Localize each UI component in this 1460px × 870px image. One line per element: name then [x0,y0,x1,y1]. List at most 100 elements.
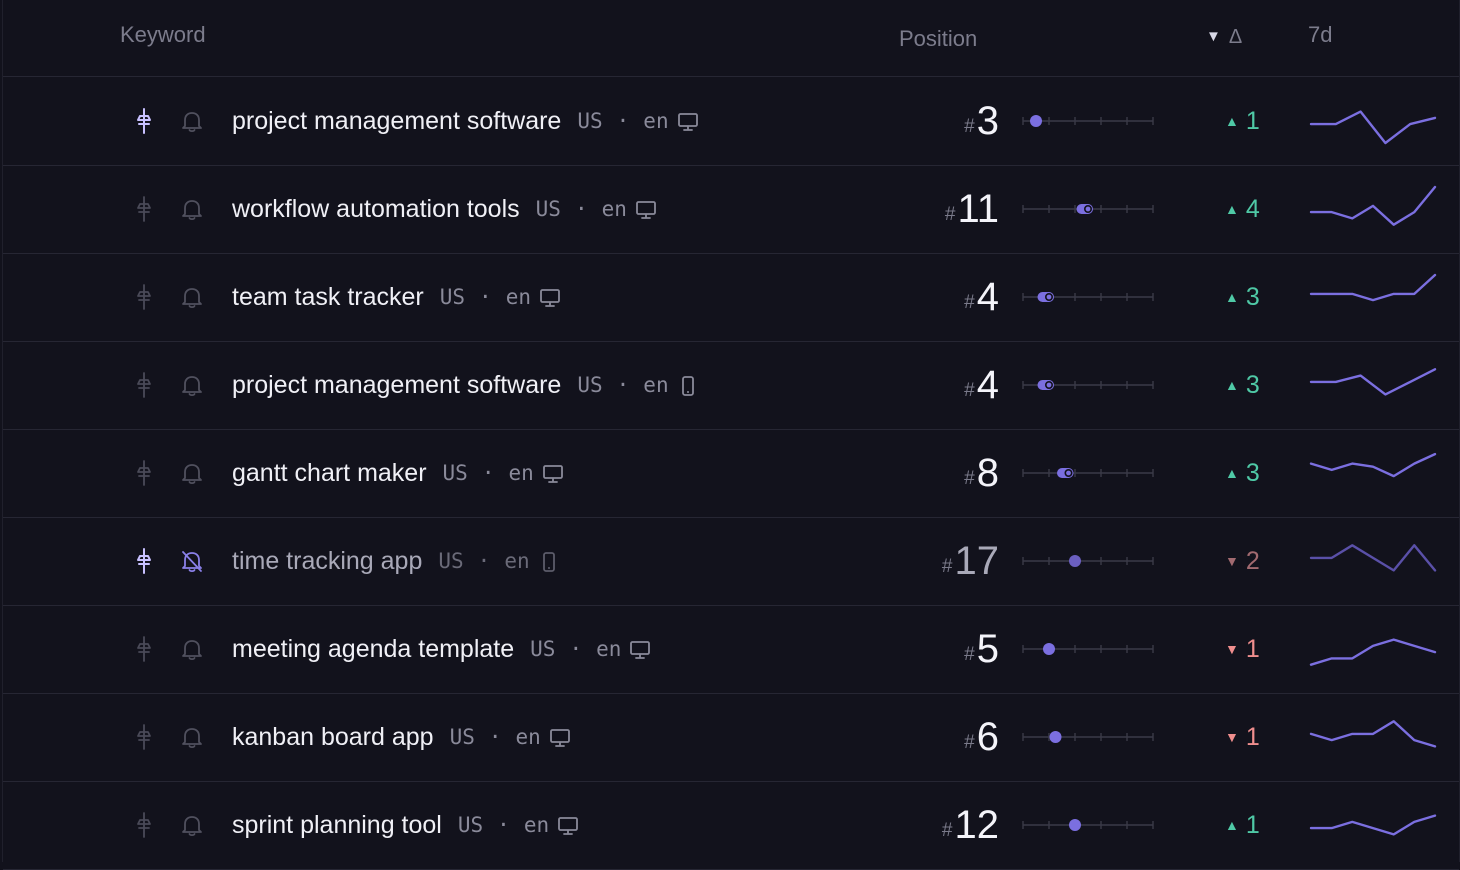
current-position-marker [1044,293,1053,302]
table-row[interactable]: sprint planning tool US · en #12 ▲ 1 [3,781,1459,870]
country-code: US [439,285,466,309]
pin-icon[interactable] [133,371,155,399]
position-range-track [1022,643,1154,655]
position-value: 4 [976,274,999,319]
pin-icon[interactable] [133,635,155,663]
table-row[interactable]: gantt chart maker US · en #8 ▲ 3 [3,429,1459,518]
delta-cell: ▲ 3 [1225,429,1260,517]
keyword-meta: US · en [577,373,698,397]
table-row[interactable]: team task tracker US · en #4 ▲ 3 [3,253,1459,342]
keyword-meta: US · en [438,549,559,573]
table-row[interactable]: workflow automation tools US · en #11 ▲ 4 [3,165,1459,254]
trend-sparkline [1309,273,1437,302]
table-row[interactable]: project management software US · en #3 ▲… [3,77,1459,166]
language-code: en [643,373,669,397]
sparkline-path [1309,110,1437,145]
position-hash: # [964,644,975,665]
column-header-delta[interactable]: ▼ Δ [1206,26,1244,49]
keyword-meta: US · en [536,197,657,221]
delta-label: Δ [1228,26,1245,48]
arrow-up-icon: ▲ [1225,817,1239,833]
language-code: en [504,549,530,573]
bell-icon[interactable] [179,196,205,222]
table-row[interactable]: meeting agenda template US · en #5 ▼ 1 [3,605,1459,694]
keyword-text[interactable]: project management software [232,370,562,399]
current-position-marker [1044,381,1053,390]
bell-icon[interactable] [179,284,205,310]
bell-off-icon[interactable] [179,548,205,574]
country-code: US [577,373,603,397]
keyword-cell[interactable]: project management software US · en [232,341,699,429]
position-value: 4 [976,362,999,407]
bell-icon[interactable] [179,108,205,134]
bell-icon[interactable] [179,812,205,838]
trend-sparkline [1309,544,1437,572]
keyword-text[interactable]: project management software [232,106,562,135]
sparkline-path [1309,720,1437,748]
keyword-cell[interactable]: kanban board app US · en [232,693,571,781]
language-code: en [523,813,550,837]
column-header-7d[interactable]: 7d [1308,22,1333,47]
position-cell: #11 [945,165,999,253]
keyword-text[interactable]: sprint planning tool [232,810,442,839]
delta-cell: ▼ 1 [1225,605,1260,693]
pin-active-icon[interactable] [133,107,155,135]
meta-separator: · [477,549,491,573]
language-code: en [596,637,622,661]
arrow-down-icon: ▼ [1225,641,1239,657]
desktop-icon [540,289,560,307]
keyword-cell[interactable]: gantt chart maker US · en [232,429,564,517]
keyword-cell[interactable]: sprint planning tool US · en [232,781,579,869]
bell-icon[interactable] [179,636,205,662]
column-header-position[interactable]: Position [899,26,978,51]
country-code: US [530,637,556,661]
position-hash: # [941,820,953,841]
meta-separator: · [569,637,583,661]
position-value: 5 [976,626,999,671]
delta-value: 1 [1245,810,1260,839]
arrow-up-icon: ▲ [1225,377,1239,393]
table-row[interactable]: time tracking app US · en #17 ▼ 2 [3,517,1459,606]
pin-icon[interactable] [133,195,155,223]
position-range-track [1022,731,1154,743]
keyword-cell[interactable]: meeting agenda template US · en [232,605,651,693]
current-position-marker [1049,731,1062,743]
keyword-text[interactable]: team task tracker [232,282,424,311]
keyword-cell[interactable]: time tracking app US · en [232,517,560,605]
position-cell: #12 [942,781,999,869]
pin-icon[interactable] [133,723,155,751]
delta-cell: ▼ 1 [1225,693,1260,781]
bell-icon[interactable] [179,460,205,486]
pin-icon[interactable] [133,459,155,487]
position-value: 12 [954,802,1000,847]
trend-sparkline [1309,110,1437,145]
keyword-text[interactable]: workflow automation tools [232,194,520,223]
bell-icon[interactable] [179,724,205,750]
sparkline-path [1309,638,1437,666]
keyword-text[interactable]: kanban board app [232,722,434,751]
position-value: 3 [976,98,999,143]
pin-active-icon[interactable] [133,547,155,575]
keyword-text[interactable]: time tracking app [232,546,423,575]
pin-icon[interactable] [133,811,155,839]
table-row[interactable]: project management software US · en #4 ▲… [3,341,1459,430]
keyword-cell[interactable]: team task tracker US · en [232,253,561,341]
column-header-keyword[interactable]: Keyword [120,22,206,47]
arrow-up-icon: ▲ [1225,289,1239,305]
position-hash: # [944,204,956,225]
keyword-text[interactable]: meeting agenda template [232,634,515,663]
keyword-cell[interactable]: workflow automation tools US · en [232,165,657,253]
keyword-text[interactable]: gantt chart maker [232,458,427,487]
keyword-meta: US · en [450,725,571,749]
pin-icon[interactable] [133,283,155,311]
current-position-marker [1064,469,1073,478]
bell-icon[interactable] [179,372,205,398]
keyword-cell[interactable]: project management software US · en [232,77,699,165]
meta-separator: · [479,285,492,309]
sort-descending-icon: ▼ [1206,28,1223,45]
country-code: US [457,813,484,837]
table-row[interactable]: kanban board app US · en #6 ▼ 1 [3,693,1459,782]
meta-separator: · [616,109,630,133]
trend-sparkline [1309,185,1437,226]
position-hash: # [964,468,975,489]
